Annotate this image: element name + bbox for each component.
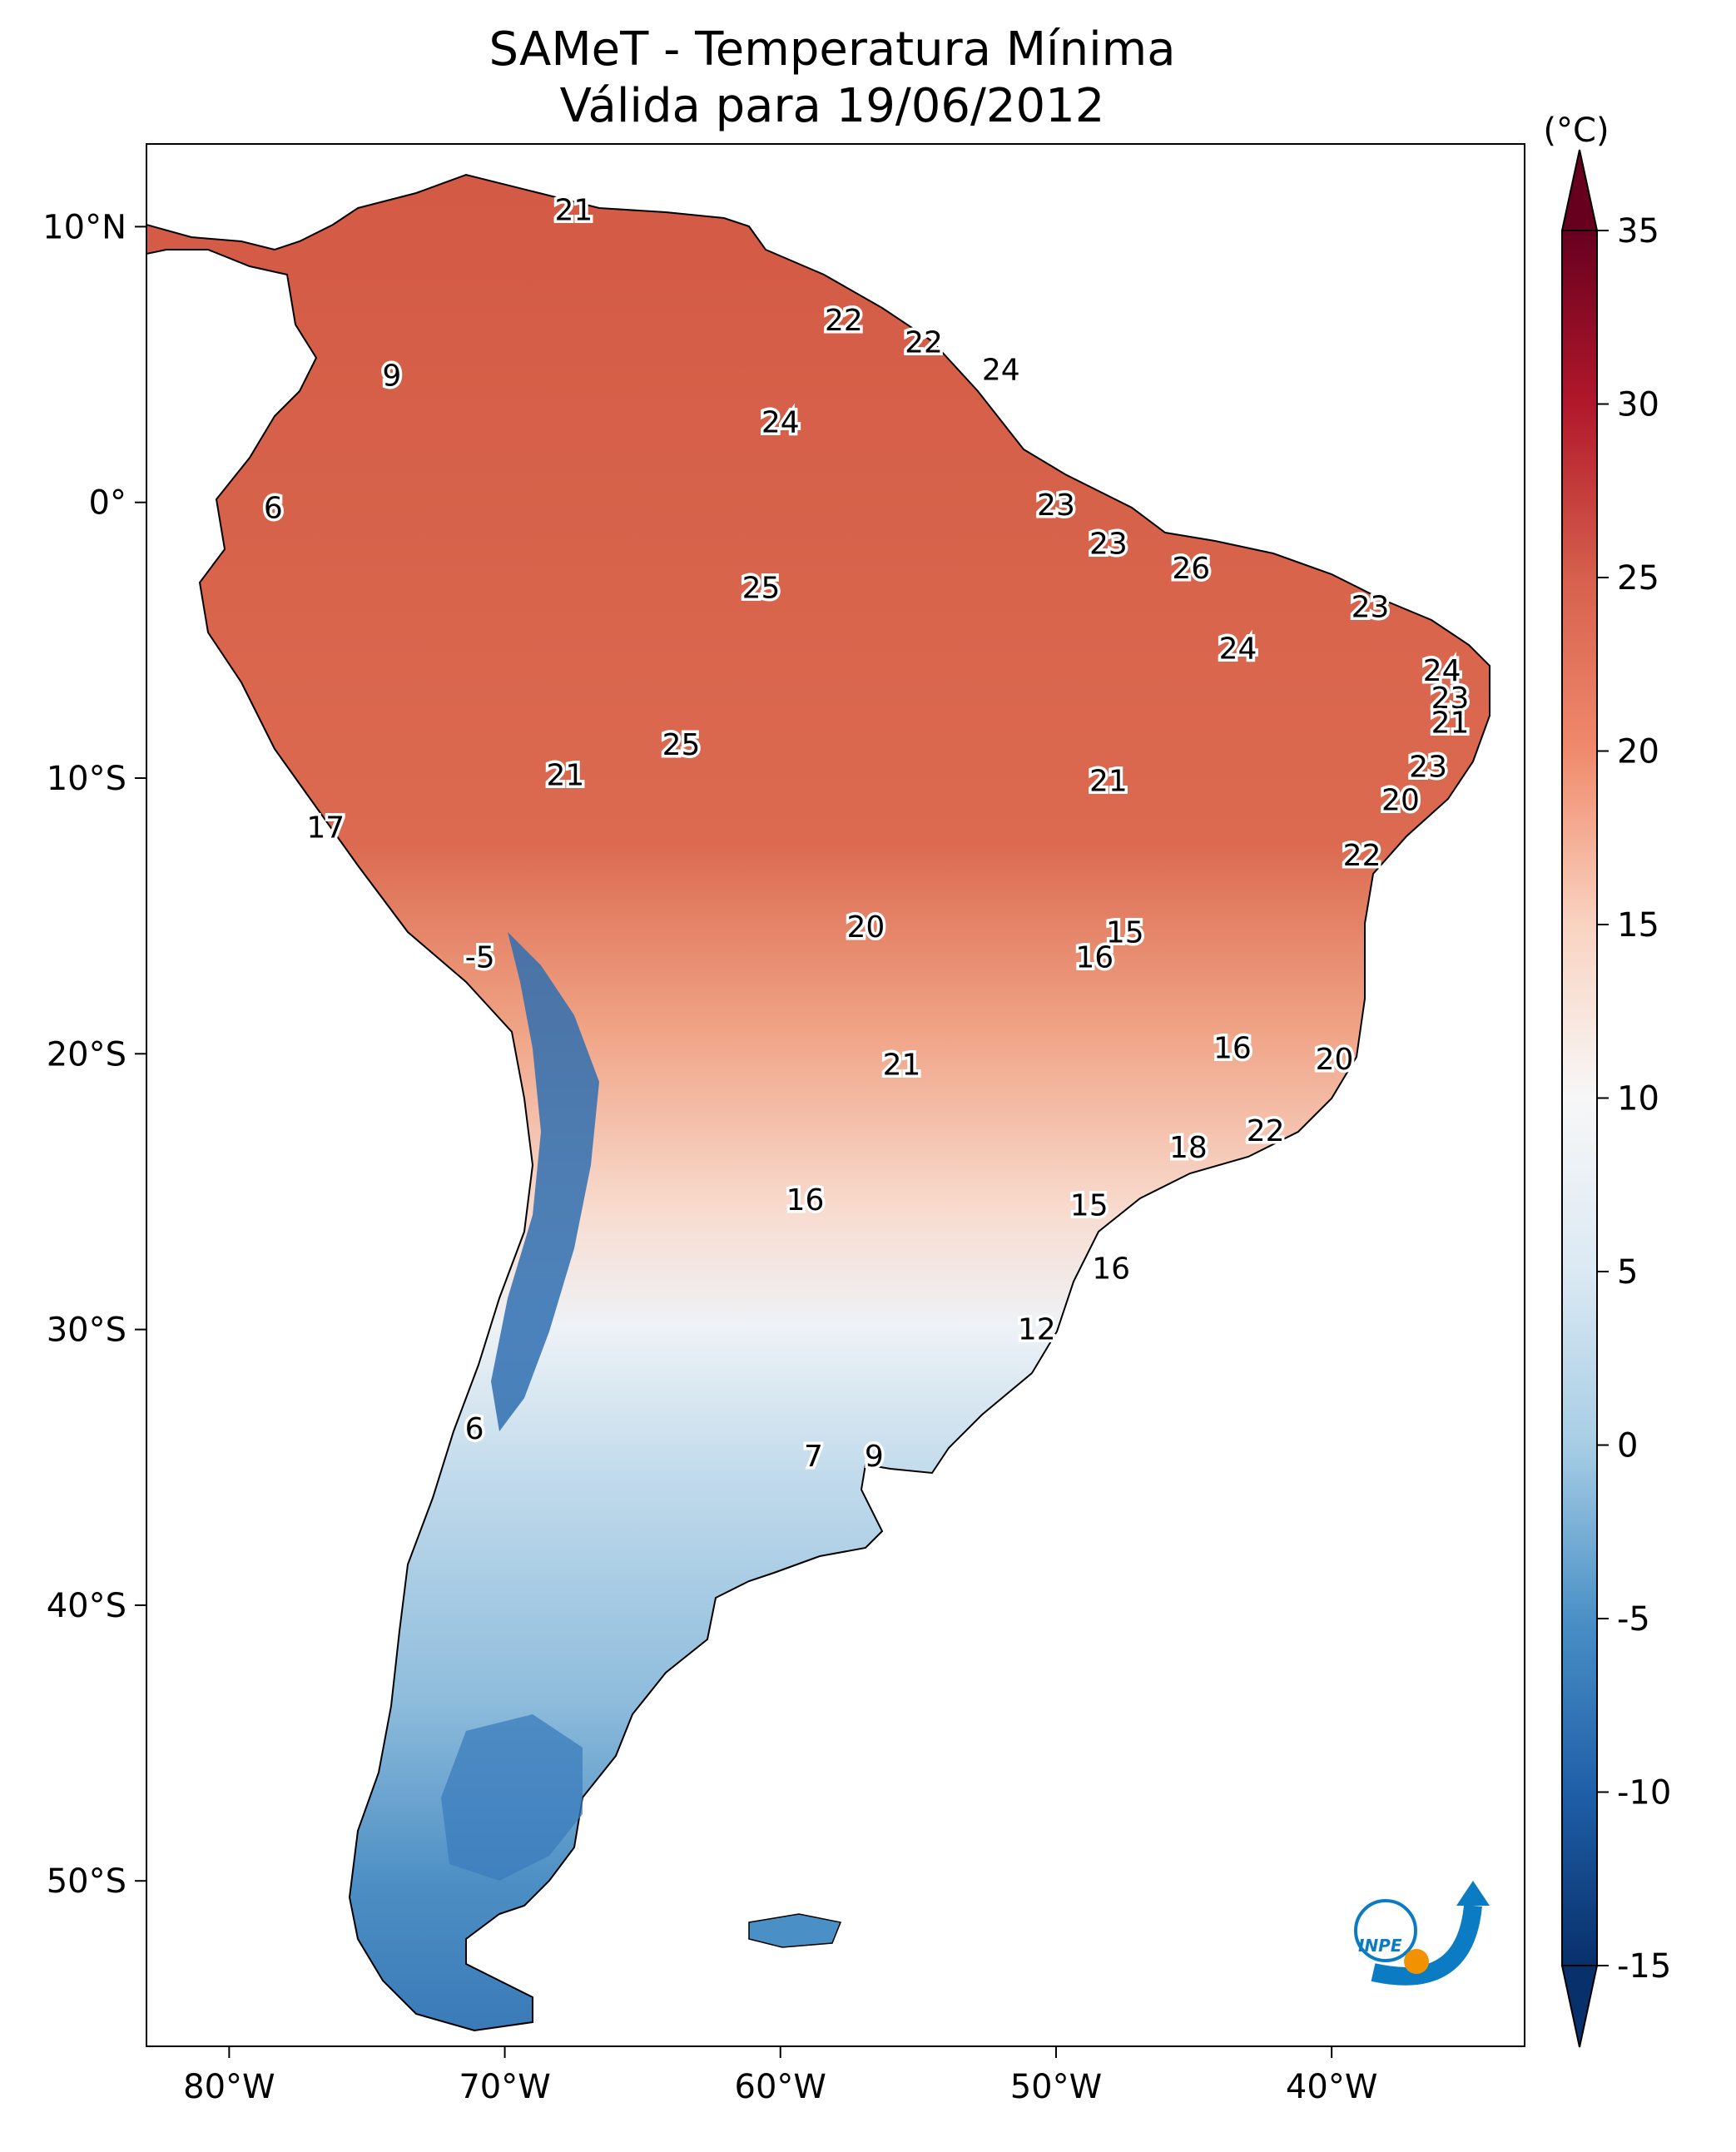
temperature-label: 24	[982, 354, 1020, 388]
temperature-label: 24	[1219, 632, 1257, 666]
temperature-label: 17	[306, 811, 345, 845]
colorbar-tick-label: -15	[1617, 1947, 1671, 1986]
temperature-label: 22	[825, 304, 863, 338]
temperature-label: 16	[786, 1183, 825, 1217]
temperature-label: 12	[1018, 1313, 1056, 1347]
temperature-label: 6	[465, 1412, 484, 1446]
longitude-axis: 80°W 70°W 60°W 50°W 40°W	[183, 2046, 1377, 2106]
inpe-logo-arrow	[1456, 1881, 1490, 1906]
temperature-label: 21	[1089, 764, 1128, 798]
inpe-logo-arc	[1371, 1904, 1482, 1986]
colorbar-tick-label: 5	[1617, 1253, 1638, 1292]
lon-tick-label: 40°W	[1286, 2068, 1377, 2106]
lon-tick-label: 80°W	[183, 2068, 275, 2106]
temperature-label: 25	[662, 728, 701, 762]
inpe-logo-text: INPE	[1358, 1936, 1402, 1956]
temperature-label: 22	[905, 326, 943, 360]
patagonia-cold-region	[441, 1714, 583, 1881]
colorbar-min-extension	[1560, 1965, 1599, 2048]
colorbar-tick-label: 35	[1617, 212, 1659, 250]
inpe-logo: INPE	[1354, 1881, 1490, 1986]
colorbar-tick-label: -5	[1617, 1600, 1650, 1639]
temperature-label: 23	[1352, 591, 1390, 625]
temperature-label: 20	[1316, 1043, 1354, 1077]
temperature-label: 26	[1172, 552, 1210, 586]
temperature-label: 9	[865, 1440, 884, 1474]
temperature-label: 23	[1409, 751, 1447, 785]
temperature-label: 15	[1106, 916, 1144, 950]
temperature-label: 15	[1070, 1189, 1109, 1223]
temperature-label: 9	[382, 359, 401, 393]
colorbar: (°C) 35 30 25 20 15 10 5 0 -5 -10 -15	[1543, 112, 1671, 2048]
temperature-label: 22	[1343, 839, 1381, 873]
lon-tick-label: 50°W	[1010, 2068, 1102, 2106]
temperature-label: 23	[1431, 682, 1470, 716]
lat-tick-label: 10°S	[47, 760, 126, 798]
lat-tick-label: 20°S	[47, 1035, 126, 1074]
falkland-islands	[748, 1913, 842, 1948]
temperature-label: 20	[1381, 784, 1420, 818]
colorbar-tick-label: 0	[1617, 1427, 1638, 1465]
temperature-label: 23	[1089, 527, 1128, 561]
temperature-label: -5	[465, 940, 495, 974]
temperature-label: 16	[1075, 940, 1114, 974]
latitude-axis: 10°N 0° 10°S 20°S 30°S 40°S 50°S	[42, 208, 146, 1901]
temperature-label: 23	[1037, 488, 1075, 523]
temperature-label: 20	[847, 910, 885, 945]
temperature-label: 24	[1423, 654, 1461, 688]
inpe-logo-ring	[1354, 1899, 1417, 1962]
temperature-label: 21	[883, 1049, 921, 1083]
south-america-landmass	[146, 173, 1490, 2032]
map-frame	[146, 143, 1525, 2047]
map-title: SAMeT - Temperatura Mínima	[489, 22, 1176, 77]
colorbar-unit: (°C)	[1543, 112, 1609, 150]
inpe-logo-dot	[1404, 1949, 1429, 1974]
lat-tick-label: 0°	[89, 484, 126, 523]
lat-tick-label: 10°N	[42, 208, 126, 246]
colorbar-tick-label: 20	[1617, 733, 1659, 771]
temperature-label: 6	[264, 491, 283, 525]
temperature-label: 25	[742, 571, 781, 605]
temperature-label: 18	[1169, 1131, 1208, 1165]
temperature-label: 7	[804, 1440, 823, 1474]
lat-tick-label: 40°S	[47, 1587, 126, 1625]
lat-tick-label: 30°S	[47, 1312, 126, 1350]
colorbar-gradient	[1561, 230, 1598, 1966]
temperature-label: 16	[1213, 1032, 1252, 1066]
lon-tick-label: 60°W	[735, 2068, 826, 2106]
temperature-label: 16	[1092, 1252, 1130, 1287]
colorbar-tick-label: 25	[1617, 559, 1659, 598]
colorbar-tick-label: 30	[1617, 386, 1659, 424]
temperature-label: 21	[1431, 707, 1470, 741]
andes-cold-region	[491, 932, 599, 1431]
lon-tick-label: 70°W	[459, 2068, 550, 2106]
colorbar-tick-label: -10	[1617, 1774, 1671, 1812]
map-subtitle: Válida para 19/06/2012	[559, 79, 1105, 133]
lat-tick-label: 50°S	[47, 1862, 126, 1901]
colorbar-tick-label: 10	[1617, 1080, 1659, 1118]
colorbar-max-extension	[1560, 149, 1599, 231]
temperature-label: 21	[547, 759, 585, 793]
temperature-label: 22	[1247, 1114, 1285, 1148]
temperature-label: 24	[761, 406, 800, 440]
colorbar-tick-label: 15	[1617, 906, 1659, 945]
temperature-label: 21	[554, 194, 593, 228]
